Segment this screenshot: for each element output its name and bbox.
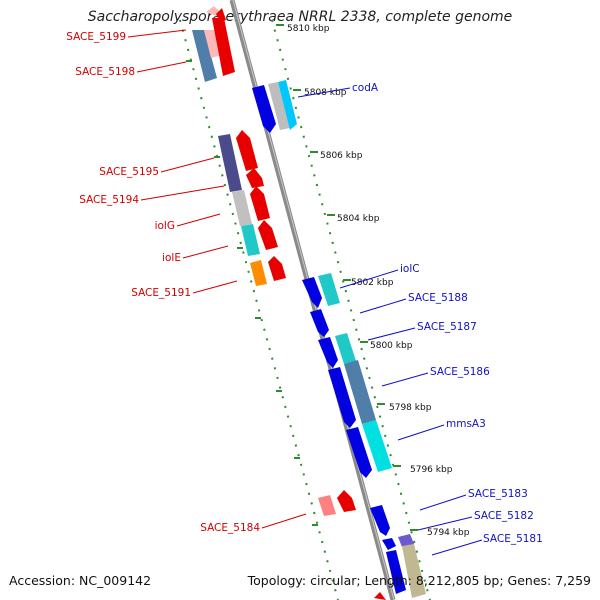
kbp-tick-label: 5802 kbp: [351, 278, 394, 288]
kbp-tick-label: 5808 kbp: [304, 88, 347, 98]
gene-arrow[interactable]: [250, 260, 267, 286]
gene-arrow[interactable]: [302, 277, 322, 308]
minus-label-leaders: [127, 29, 307, 529]
gene-arrow[interactable]: [250, 186, 270, 221]
accession-text: Accession: NC_009142: [9, 573, 152, 588]
gene-label-plus[interactable]: SACE_5181: [483, 533, 543, 545]
gene-arrow[interactable]: [370, 505, 390, 536]
gene-arrow[interactable]: [382, 538, 396, 550]
topology-text: Topology: circular; Length: 8,212,805 bp…: [247, 573, 591, 588]
gene-arrow[interactable]: [232, 190, 252, 226]
gene-arrow[interactable]: [318, 273, 340, 306]
gene-label-plus[interactable]: SACE_5186: [430, 366, 490, 378]
gene-arrow[interactable]: [204, 30, 222, 58]
plus-track-ticks: [276, 24, 418, 531]
gene-label-minus[interactable]: SACE_5195: [99, 166, 159, 178]
gene-arrow[interactable]: [335, 333, 356, 364]
gene-arrow[interactable]: [192, 30, 217, 82]
gene-label-plus[interactable]: SACE_5182: [474, 510, 534, 522]
gene-label-plus[interactable]: mmsA3: [446, 418, 486, 430]
plus-strand-genes: [252, 80, 426, 598]
gene-arrow[interactable]: [258, 220, 278, 250]
gene-label-minus[interactable]: SACE_5194: [79, 194, 139, 206]
gene-label-plus[interactable]: iolC: [400, 263, 420, 275]
plus-track-outer-edge: [271, 19, 431, 600]
gene-label-minus[interactable]: SACE_5184: [200, 522, 260, 534]
kbp-tick-label: 5794 kbp: [427, 528, 470, 538]
minus-track-outer-edge: [179, 19, 339, 600]
gene-arrow[interactable]: [374, 592, 386, 600]
gene-arrow[interactable]: [268, 256, 286, 281]
gene-label-plus[interactable]: codA: [352, 82, 379, 94]
gene-label-minus[interactable]: SACE_5199: [66, 31, 126, 43]
gene-label-minus[interactable]: iolG: [155, 220, 175, 232]
gene-arrow[interactable]: [252, 85, 276, 133]
gene-arrow[interactable]: [212, 18, 235, 76]
gene-label-plus[interactable]: SACE_5188: [408, 292, 468, 304]
gene-label-plus[interactable]: SACE_5187: [417, 321, 477, 333]
map-title: Saccharopolyspora erythraea NRRL 2338, c…: [87, 9, 513, 25]
gene-arrow[interactable]: [318, 337, 338, 368]
gene-arrow[interactable]: [318, 495, 336, 516]
kbp-tick-label: 5810 kbp: [287, 24, 330, 34]
gene-arrow[interactable]: [344, 360, 376, 424]
kbp-tick-label: 5798 kbp: [389, 403, 432, 413]
gene-arrow[interactable]: [268, 82, 290, 130]
gene-arrow[interactable]: [402, 544, 426, 598]
kbp-tick-label: 5800 kbp: [370, 341, 413, 351]
gene-label-minus[interactable]: SACE_5198: [75, 66, 135, 78]
gene-arrow[interactable]: [398, 534, 414, 547]
minus-track-ticks: [186, 60, 318, 526]
gene-arrow[interactable]: [328, 367, 356, 428]
gene-arrow[interactable]: [337, 490, 356, 512]
kbp-tick-label: 5806 kbp: [320, 151, 363, 161]
gene-arrow[interactable]: [278, 80, 297, 130]
gene-label-plus[interactable]: SACE_5183: [468, 488, 528, 500]
gene-arrow[interactable]: [218, 134, 242, 192]
gene-arrow[interactable]: [246, 168, 264, 188]
kbp-tick-label: 5804 kbp: [337, 214, 380, 224]
plus-label-leaders: [297, 87, 483, 556]
kbp-tick-label: 5796 kbp: [410, 465, 453, 475]
gene-label-minus[interactable]: SACE_5191: [131, 287, 191, 299]
gene-arrow[interactable]: [236, 130, 258, 171]
gene-arrow[interactable]: [216, 8, 226, 22]
gene-arrow[interactable]: [386, 550, 406, 594]
gene-label-minus[interactable]: iolE: [162, 252, 181, 264]
gene-arrow[interactable]: [241, 224, 260, 256]
gene-arrow[interactable]: [310, 309, 329, 337]
minus-strand-genes: [192, 6, 386, 600]
gene-arrow[interactable]: [362, 420, 392, 472]
gene-arrow[interactable]: [346, 427, 372, 478]
